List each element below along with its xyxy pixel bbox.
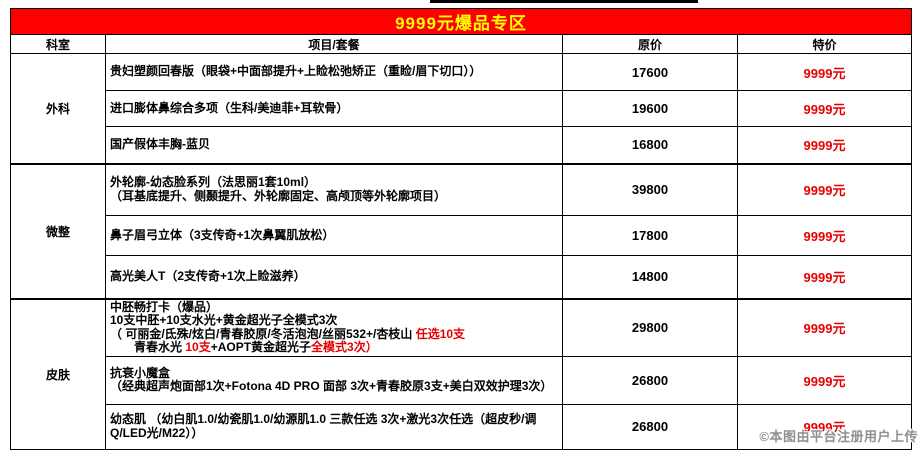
original-price: 16800 bbox=[562, 126, 738, 164]
original-price: 14800 bbox=[562, 255, 738, 299]
special-price: 9999元 bbox=[736, 215, 913, 256]
item-text: （经典超声炮面部1次+Fotona 4D PRO 面部 3次+青春胶原3支+美白… bbox=[110, 379, 553, 393]
original-price: 26800 bbox=[562, 355, 738, 405]
item-text: 青春水光 bbox=[110, 340, 186, 354]
item-cell: 贵妇塑颜回春版（眼袋+中面部提升+上睑松弛矫正（重睑/眉下切口）） bbox=[105, 53, 563, 91]
table-row: 高光美人T（2支传奇+1次上睑滋养） 14800 9999元 bbox=[11, 255, 913, 299]
item-text: 抗衰小魔盒 bbox=[110, 365, 171, 380]
item-cell: 外轮廓-幼态脸系列（法思丽1套10ml） （耳基底提升、侧颞提升、外轮廓固定、高… bbox=[105, 162, 563, 216]
uploader-watermark: ©本图由平台注册用户上传 bbox=[759, 429, 918, 444]
item-cell: 进口膨体鼻综合多项（生科/美迪菲+耳软骨） bbox=[105, 90, 563, 127]
item-line: 青春水光 10支+AOPT黄金超光子全模式3次） bbox=[110, 340, 558, 355]
item-text: +AOPT黄金超光子 bbox=[210, 340, 312, 354]
banner-row: 9999元爆品专区 bbox=[9, 8, 913, 35]
item-line: 鼻子眉弓立体（3支传奇+1次鼻翼肌放松） bbox=[110, 227, 558, 243]
original-price: 39800 bbox=[562, 162, 738, 216]
special-price: 9999元 bbox=[736, 297, 913, 357]
department-label: 微整 bbox=[10, 162, 106, 299]
department-label: 外科 bbox=[10, 53, 106, 164]
price-table-wrapper: 9999元爆品专区 科室 项目/套餐 原价 特价 外科 贵妇塑颜回春版（眼袋+中… bbox=[9, 8, 913, 450]
item-text: 鼻子眉弓立体（3支传奇+1次鼻翼肌放松） bbox=[110, 227, 335, 242]
original-price: 19600 bbox=[562, 90, 738, 127]
item-line: 外轮廓-幼态脸系列（法思丽1套10ml） bbox=[110, 176, 558, 190]
original-price: 17600 bbox=[562, 53, 738, 91]
item-line: （ 可丽金/氐殊/炫白/青春胶原/冬活泡泡/丝丽532+/杏枝山 任选10支 bbox=[110, 326, 558, 342]
item-line: （耳基底提升、侧颞提升、外轮廓固定、高颅顶等外轮廓项目） bbox=[110, 188, 558, 204]
item-text: 贵妇塑颜回春版（眼袋+中面部提升+上睑松弛矫正（重睑/眉下切口）） bbox=[110, 64, 482, 79]
item-line: 抗衰小魔盒 bbox=[110, 365, 558, 381]
item-cell: 高光美人T（2支传奇+1次上睑滋养） bbox=[105, 255, 563, 299]
item-text: 幼态肌 （幼白肌1.0/幼瓷肌1.0/幼源肌1.0 三款任选 3次+激光3次任选… bbox=[110, 412, 537, 440]
department-label: 皮肤 bbox=[10, 297, 106, 450]
header-row: 科室 项目/套餐 原价 特价 bbox=[10, 34, 913, 54]
header-original-price: 原价 bbox=[562, 34, 738, 54]
item-text: 10支中胚+10支水光+黄金超光子全模式3次 bbox=[110, 313, 338, 327]
promo-price-table: 9999元爆品专区 科室 项目/套餐 原价 特价 外科 贵妇塑颜回春版（眼袋+中… bbox=[9, 8, 913, 450]
header-department: 科室 bbox=[10, 34, 106, 54]
original-price: 26800 bbox=[562, 403, 738, 450]
promo-banner-title: 9999元爆品专区 bbox=[9, 8, 913, 35]
header-item: 项目/套餐 bbox=[105, 34, 563, 54]
item-line: （经典超声炮面部1次+Fotona 4D PRO 面部 3次+青春胶原3支+美白… bbox=[110, 379, 558, 394]
item-text: （耳基底提升、侧颞提升、外轮廓固定、高颅顶等外轮廓项目） bbox=[110, 188, 447, 203]
item-text: （ 可丽金/氐殊/炫白/青春胶原/冬活泡泡/丝丽532+/杏枝山 bbox=[110, 326, 416, 341]
original-price: 29800 bbox=[562, 297, 738, 357]
item-cell: 抗衰小魔盒 （经典超声炮面部1次+Fotona 4D PRO 面部 3次+青春胶… bbox=[105, 355, 563, 405]
item-text: 进口膨体鼻综合多项（生科/美迪菲+耳软骨） bbox=[110, 100, 349, 115]
top-edge-artifact bbox=[430, 0, 698, 3]
table-row: 鼻子眉弓立体（3支传奇+1次鼻翼肌放松） 17800 9999元 bbox=[11, 215, 913, 256]
table-row: 国产假体丰胸-蓝贝 16800 9999元 bbox=[11, 126, 913, 164]
table-row: 微整 外轮廓-幼态脸系列（法思丽1套10ml） （耳基底提升、侧颞提升、外轮廓固… bbox=[10, 162, 913, 299]
item-cell: 幼态肌 （幼白肌1.0/幼瓷肌1.0/幼源肌1.0 三款任选 3次+激光3次任选… bbox=[105, 403, 563, 450]
item-line: 10支中胚+10支水光+黄金超光子全模式3次 bbox=[110, 313, 558, 328]
item-line: 贵妇塑颜回春版（眼袋+中面部提升+上睑松弛矫正（重睑/眉下切口）） bbox=[110, 65, 558, 79]
header-special-price: 特价 bbox=[736, 34, 913, 54]
item-text: 国产假体丰胸-蓝贝 bbox=[110, 137, 210, 151]
special-price: 9999元 bbox=[736, 126, 913, 164]
item-cell: 国产假体丰胸-蓝贝 bbox=[105, 126, 563, 164]
item-text: 高光美人T（2支传奇+1次上睑滋养） bbox=[110, 269, 306, 283]
item-text: 外轮廓-幼态脸系列（法思丽1套10ml） bbox=[110, 175, 317, 190]
special-price: 9999元 bbox=[736, 255, 913, 299]
table-row: 皮肤 中胚畅打卡（爆品） 10支中胚+10支水光+黄金超光子全模式3次 （ 可丽… bbox=[10, 297, 913, 450]
item-line: 国产假体丰胸-蓝贝 bbox=[110, 137, 558, 152]
table-row: 外科 贵妇塑颜回春版（眼袋+中面部提升+上睑松弛矫正（重睑/眉下切口）） 176… bbox=[10, 53, 913, 164]
item-line: 进口膨体鼻综合多项（生科/美迪菲+耳软骨） bbox=[110, 100, 558, 116]
table-row: 抗衰小魔盒 （经典超声炮面部1次+Fotona 4D PRO 面部 3次+青春胶… bbox=[11, 355, 913, 405]
item-text: 中胚畅打卡（爆品） bbox=[110, 299, 219, 314]
item-line: 幼态肌 （幼白肌1.0/幼瓷肌1.0/幼源肌1.0 三款任选 3次+激光3次任选… bbox=[110, 412, 558, 440]
special-price: 9999元 bbox=[736, 162, 913, 216]
item-line: 中胚畅打卡（爆品） bbox=[110, 299, 558, 315]
item-line: 高光美人T（2支传奇+1次上睑滋养） bbox=[110, 269, 558, 284]
item-cell: 鼻子眉弓立体（3支传奇+1次鼻翼肌放松） bbox=[105, 215, 563, 256]
table-row: 进口膨体鼻综合多项（生科/美迪菲+耳软骨） 19600 9999元 bbox=[11, 90, 913, 127]
special-price: 9999元 bbox=[736, 53, 913, 91]
item-text-highlight: 全模式3次） bbox=[311, 340, 378, 354]
item-text-highlight: 10支 bbox=[185, 340, 211, 354]
item-text-highlight: 任选10支 bbox=[415, 326, 466, 341]
special-price: 9999元 bbox=[736, 403, 913, 450]
special-price: 9999元 bbox=[736, 355, 913, 405]
original-price: 17800 bbox=[562, 215, 738, 256]
item-cell: 中胚畅打卡（爆品） 10支中胚+10支水光+黄金超光子全模式3次 （ 可丽金/氐… bbox=[105, 297, 563, 357]
special-price: 9999元 bbox=[736, 90, 913, 127]
table-row: 幼态肌 （幼白肌1.0/幼瓷肌1.0/幼源肌1.0 三款任选 3次+激光3次任选… bbox=[11, 403, 913, 450]
